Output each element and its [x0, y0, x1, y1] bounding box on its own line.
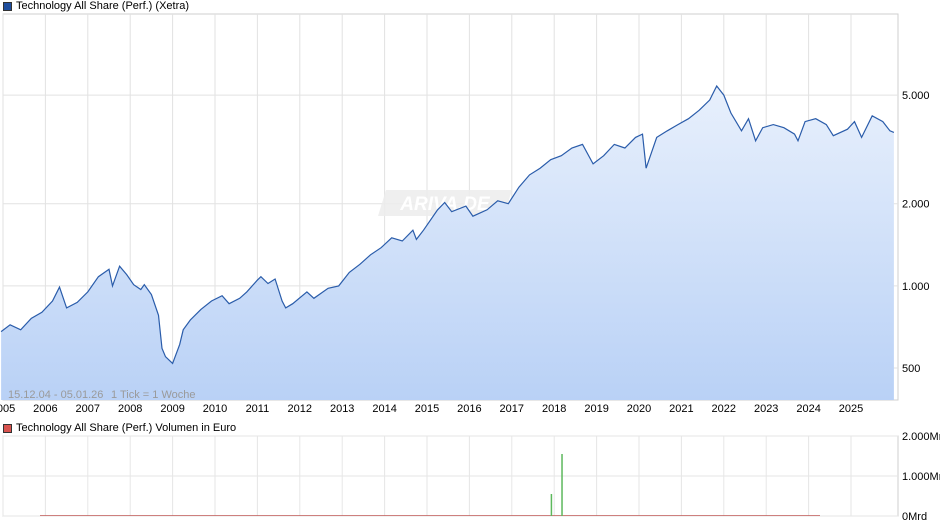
volume-chart-legend: Technology All Share (Perf.) Volumen in … — [3, 422, 236, 435]
volume-y-tick-label: 1.000Mrd — [902, 471, 940, 483]
x-tick-label: 2025 — [839, 403, 863, 415]
x-tick-label: 2015 — [415, 403, 439, 415]
x-tick-label: 2016 — [457, 403, 481, 415]
x-tick-label: 2012 — [288, 403, 312, 415]
x-tick-label: 2019 — [584, 403, 608, 415]
price-chart-legend: Technology All Share (Perf.) (Xetra) — [3, 0, 189, 13]
volume-bar — [550, 494, 553, 516]
volume-y-tick-label: 2.000Mrd — [902, 431, 940, 443]
x-tick-label: 2005 — [0, 403, 15, 415]
x-tick-label: 2007 — [76, 403, 100, 415]
price-legend-swatch — [3, 2, 12, 11]
x-tick-label: 2017 — [500, 403, 524, 415]
x-tick-label: 2013 — [330, 403, 354, 415]
volume-chart-title: Technology All Share (Perf.) Volumen in … — [16, 422, 237, 434]
x-tick-label: 2023 — [754, 403, 778, 415]
volume-y-tick-label: 0Mrd — [902, 511, 927, 523]
y-tick-label: 1.000 — [902, 281, 930, 293]
price-area-fill — [1, 86, 894, 400]
x-tick-label: 2009 — [160, 403, 184, 415]
x-tick-label: 2020 — [627, 403, 651, 415]
x-tick-label: 2021 — [669, 403, 693, 415]
price-chart-title: Technology All Share (Perf.) (Xetra) — [16, 0, 190, 12]
x-tick-label: 2008 — [118, 403, 142, 415]
x-tick-label: 2010 — [203, 403, 227, 415]
y-tick-label: 2.000 — [902, 199, 930, 211]
x-tick-label: 2024 — [796, 403, 820, 415]
x-tick-label: 2014 — [372, 403, 396, 415]
x-tick-label: 2011 — [246, 403, 270, 415]
volume-legend-swatch — [3, 424, 12, 433]
volume-bar — [561, 454, 563, 516]
x-tick-label: 2022 — [712, 403, 736, 415]
y-tick-label: 500 — [902, 363, 920, 375]
price-series-line — [0, 84, 895, 365]
y-tick-label: 5.000 — [902, 90, 930, 102]
x-tick-label: 2006 — [33, 403, 57, 415]
tick-interval-label: 1 Tick = 1 Woche — [111, 389, 195, 401]
period-label: 15.12.04 - 05.01.26 — [8, 389, 103, 401]
x-tick-label: 2018 — [542, 403, 566, 415]
